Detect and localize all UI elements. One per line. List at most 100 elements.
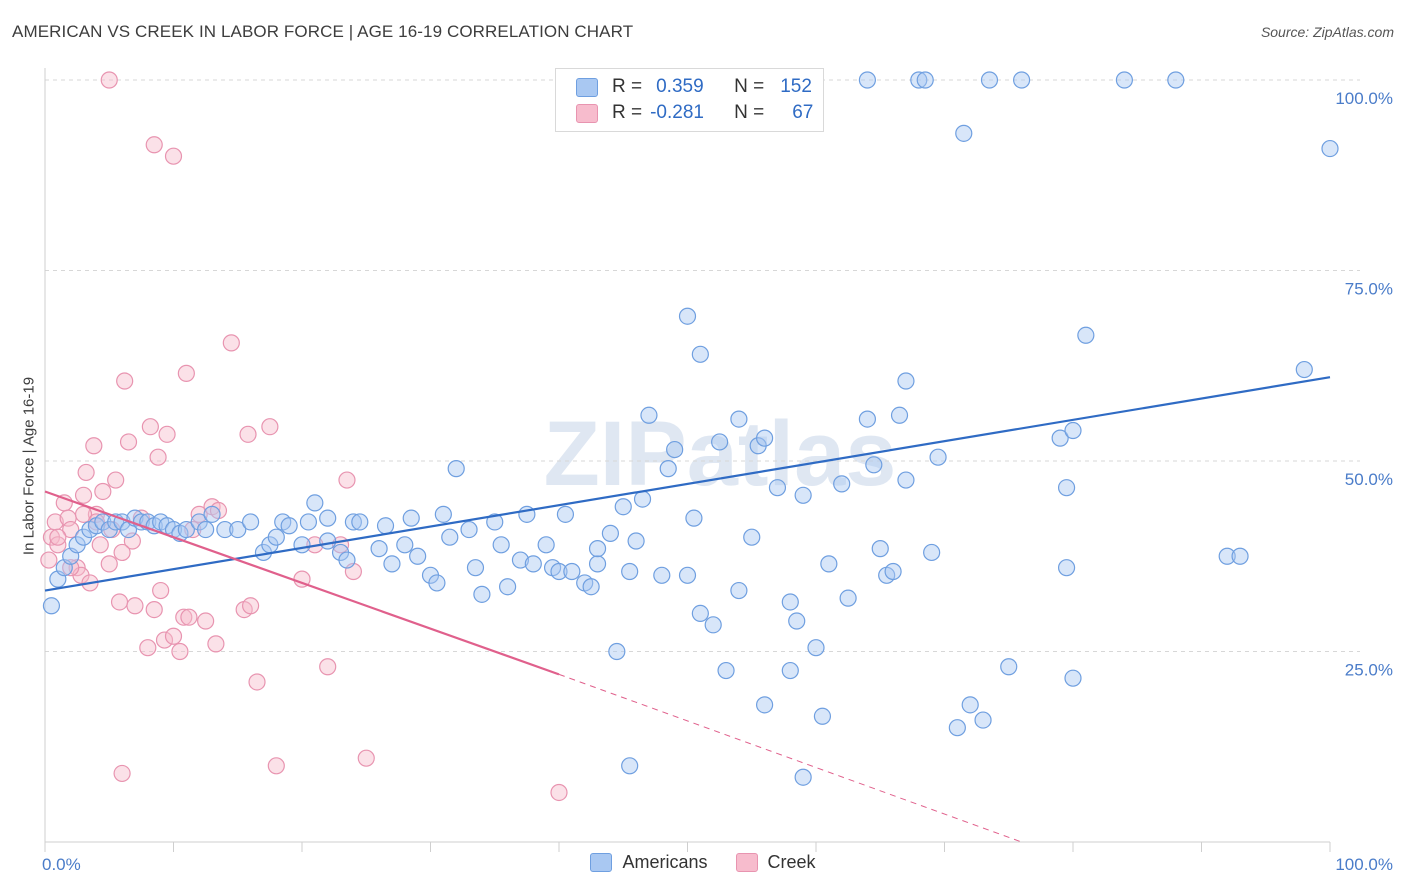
americans-point <box>640 406 658 424</box>
creek-series <box>40 71 568 802</box>
americans-point <box>929 448 947 466</box>
americans-point <box>839 589 857 607</box>
americans-point <box>473 585 491 603</box>
legend-r-label: R = <box>612 102 643 123</box>
americans-point <box>1064 669 1082 687</box>
americans-point <box>588 555 607 573</box>
americans-point <box>338 551 356 569</box>
x-tick-label: 0.0% <box>42 855 81 874</box>
creek-trend-extension <box>558 673 1022 843</box>
creek-point <box>242 597 260 615</box>
stats-legend: R = 0.359 N = 152 R = -0.281 N = 67 <box>555 68 824 132</box>
creek-point <box>164 627 183 645</box>
americans-point <box>1167 71 1185 89</box>
americans-point <box>556 505 575 523</box>
americans-point <box>396 536 414 554</box>
legend-r-value: -0.281 <box>650 102 704 123</box>
americans-point <box>344 513 362 531</box>
creek-point <box>248 673 266 691</box>
creek-point <box>141 418 159 436</box>
americans-point <box>621 757 639 775</box>
americans-point <box>1077 326 1095 344</box>
americans-point <box>1051 429 1069 447</box>
americans-point <box>961 696 979 714</box>
americans-point <box>794 768 812 786</box>
americans-point <box>299 513 318 531</box>
creek-point <box>175 608 193 626</box>
legend-n-label: N = <box>734 102 765 123</box>
americans-point <box>447 460 465 478</box>
americans-point <box>691 604 709 623</box>
americans-point <box>383 555 401 573</box>
americans-point <box>1000 658 1018 676</box>
americans-point <box>197 520 215 539</box>
americans-point <box>865 456 883 474</box>
americans-point <box>306 494 324 512</box>
americans-point <box>768 479 787 497</box>
legend-n-value: 152 <box>780 76 812 97</box>
americans-point <box>807 639 825 657</box>
creek-point <box>119 433 138 451</box>
americans-point <box>370 540 388 558</box>
creek-point <box>49 528 67 546</box>
creek-point <box>152 581 170 600</box>
legend-row-americans: R = 0.359 N = 152 <box>576 74 812 100</box>
americans-point <box>781 661 799 680</box>
americans-point <box>1295 360 1313 379</box>
tick-labels: 100.0% 75.0% 50.0% 25.0% 0.0% 100.0% <box>42 89 1393 874</box>
legend-item-americans[interactable]: Americans <box>590 852 708 873</box>
creek-point <box>149 448 167 466</box>
americans-point <box>755 696 774 714</box>
americans-point <box>216 520 234 539</box>
americans-legend-swatch <box>590 853 613 872</box>
americans-point <box>833 475 851 493</box>
creek-point <box>550 783 568 802</box>
americans-point <box>376 517 395 535</box>
creek-point <box>164 147 183 165</box>
americans-point <box>42 597 61 615</box>
americans-point <box>678 566 697 584</box>
americans-point <box>1321 139 1339 158</box>
americans-point <box>633 490 652 508</box>
americans-point <box>1218 547 1236 565</box>
americans-point <box>428 574 446 592</box>
creek-point <box>171 642 189 661</box>
americans-point <box>923 543 941 562</box>
creek-point <box>100 71 118 89</box>
creek-point <box>77 463 95 482</box>
legend-n-label: N = <box>734 76 765 97</box>
americans-point <box>319 509 337 527</box>
americans-point <box>955 124 973 142</box>
americans-point <box>293 536 311 554</box>
americans-point <box>441 528 459 546</box>
americans-point <box>1057 559 1076 577</box>
americans-point <box>974 711 992 729</box>
legend-n-value: 67 <box>792 102 814 123</box>
americans-point <box>659 460 677 478</box>
americans-point <box>653 566 671 584</box>
americans-point <box>884 562 902 581</box>
creek-point <box>62 520 80 539</box>
americans-series <box>42 71 1339 786</box>
americans-point <box>608 642 626 661</box>
americans-point <box>781 593 799 611</box>
americans-point <box>1012 71 1031 89</box>
creek-point <box>222 334 240 352</box>
americans-point <box>755 429 774 447</box>
grid-lines <box>45 79 1360 652</box>
americans-point <box>685 509 703 527</box>
creek-point <box>319 658 337 676</box>
americans-point <box>813 707 832 725</box>
creek-point <box>113 764 131 783</box>
creek-point <box>74 486 93 504</box>
americans-point <box>691 345 709 363</box>
x-tick-label: 100.0% <box>1335 855 1393 874</box>
americans-point <box>242 513 260 531</box>
creek-swatch <box>576 103 598 123</box>
creek-point <box>239 425 257 443</box>
americans-point <box>858 410 877 428</box>
legend-r-value: 0.359 <box>656 76 704 97</box>
americans-point <box>466 559 485 577</box>
legend-item-creek[interactable]: Creek <box>735 852 816 873</box>
